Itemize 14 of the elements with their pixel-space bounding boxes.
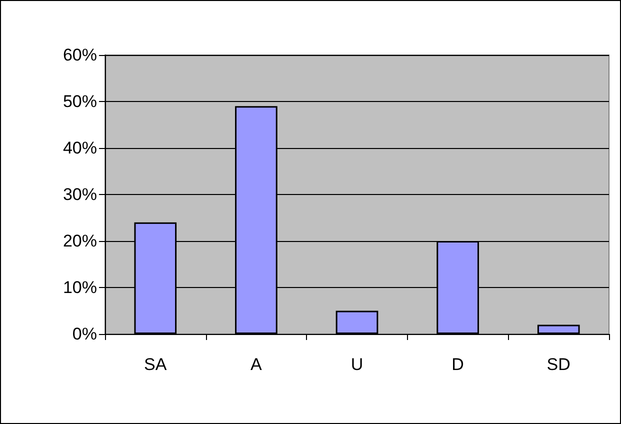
x-tick-label: D <box>452 355 464 374</box>
x-tick-label: SD <box>546 355 570 374</box>
y-tick-label: 40% <box>62 138 97 158</box>
x-tick-label: U <box>350 355 364 374</box>
bar <box>336 310 378 334</box>
y-tick-label: 10% <box>62 278 97 297</box>
y-tick-label: 60% <box>62 46 97 64</box>
bar <box>537 324 580 334</box>
x-tick-label: A <box>250 355 263 374</box>
x-tick-label: SA <box>144 355 168 374</box>
y-tick-label: 50% <box>62 92 97 111</box>
y-tick-label: 0% <box>72 324 97 344</box>
y-tick-label: 30% <box>62 185 97 204</box>
y-tick-label: 20% <box>62 232 97 250</box>
